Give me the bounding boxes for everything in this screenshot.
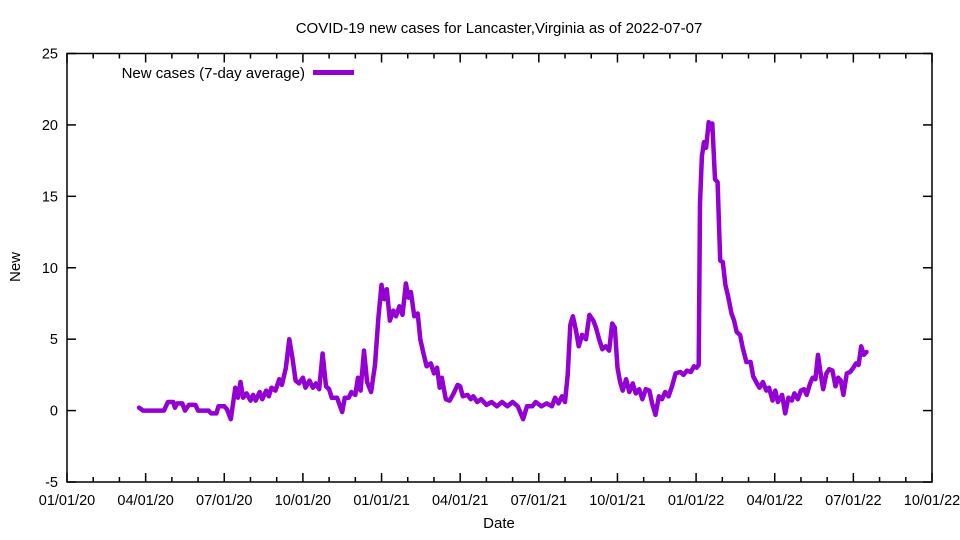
y-tick-label: 15: [42, 189, 58, 205]
plot-border: [66, 52, 933, 483]
y-tick-label: 10: [42, 261, 58, 277]
x-tick-label: 01/01/22: [668, 493, 724, 509]
legend: New cases (7-day average): [122, 65, 354, 82]
x-tick-label: 01/01/20: [39, 493, 95, 509]
y-axis-label: New: [7, 252, 24, 282]
chart-title: COVID-19 new cases for Lancaster,Virgini…: [296, 20, 703, 37]
legend-label: New cases (7-day average): [122, 65, 305, 82]
x-tick-label: 04/01/21: [432, 493, 488, 509]
data-series: [136, 119, 869, 422]
x-tick-label: 07/01/21: [511, 493, 567, 509]
y-tick-label: -5: [45, 475, 58, 491]
y-tick-label: 20: [42, 118, 58, 134]
y-tick-label: 5: [50, 332, 58, 348]
y-tick-label: 0: [50, 404, 58, 420]
x-tick-label: 07/01/20: [196, 493, 252, 509]
axes: -5 0 5 10 15 20 25 01/01/20 04/01/20 07/01/20 10/0…: [39, 47, 960, 510]
x-tick-label: 04/01/22: [747, 493, 803, 509]
y-tick-label: 25: [42, 47, 58, 63]
x-tick-label: 07/01/22: [825, 493, 881, 509]
x-tick-label: 10/01/21: [589, 493, 645, 509]
x-tick-label: 04/01/20: [117, 493, 173, 509]
x-tick-label: 10/01/22: [904, 493, 960, 509]
x-tick-label: 01/01/21: [353, 493, 409, 509]
new-cases-line: [136, 119, 869, 422]
x-tick-label: 10/01/20: [275, 493, 331, 509]
x-axis-label: Date: [483, 515, 515, 532]
